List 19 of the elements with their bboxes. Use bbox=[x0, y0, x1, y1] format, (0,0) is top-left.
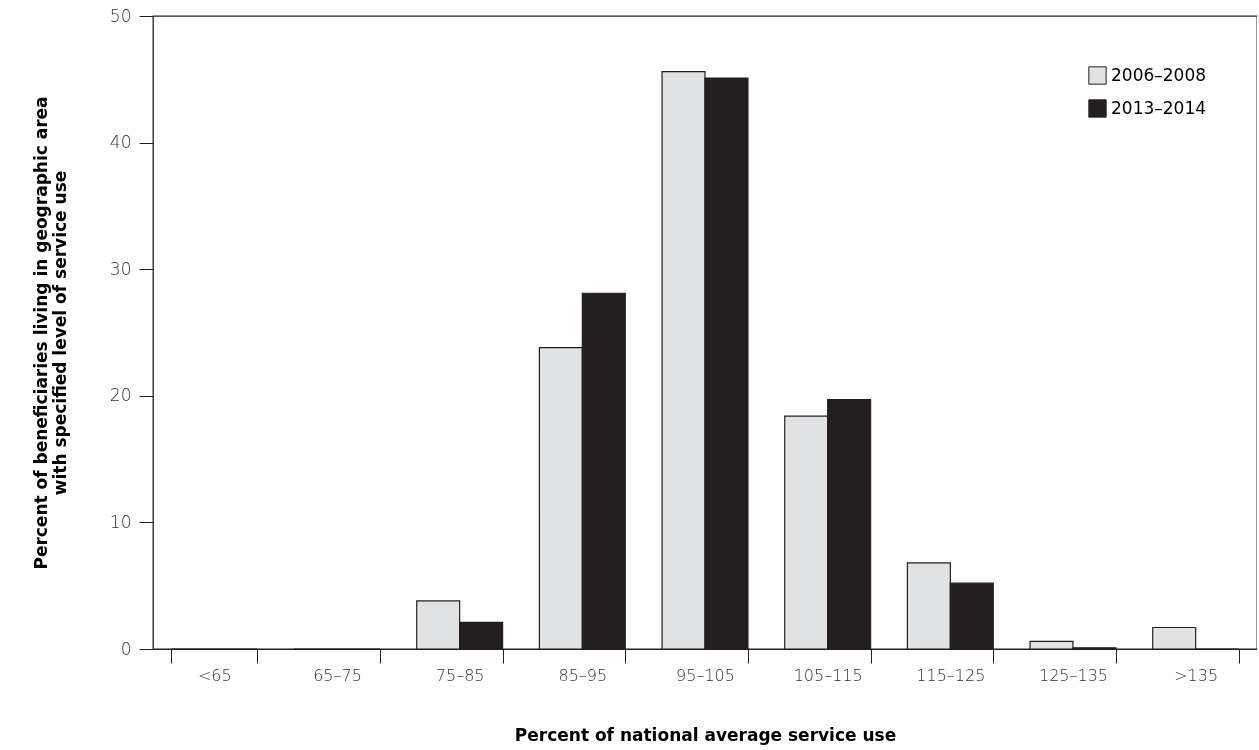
x-tick-label: <65 bbox=[197, 665, 232, 685]
x-tick-label: 75–85 bbox=[435, 665, 485, 685]
y-tick-label: 30 bbox=[109, 258, 132, 279]
legend-label: 2013–2014 bbox=[1111, 97, 1207, 118]
y-tick-label: 40 bbox=[109, 132, 132, 153]
legend-label: 2006–2008 bbox=[1111, 64, 1207, 85]
x-tick-label: >135 bbox=[1174, 665, 1219, 685]
y-tick-label: 20 bbox=[109, 385, 132, 406]
x-tick-label: 85–95 bbox=[558, 665, 608, 685]
y-axis-title: Percent of beneficiaries living in geographic area with specified level of service use bbox=[30, 96, 70, 570]
x-tick-label: 105–115 bbox=[793, 665, 863, 685]
x-axis-title: Percent of national average service use bbox=[514, 724, 897, 745]
x-tick-label: 115–125 bbox=[916, 665, 986, 685]
x-tick-label: 65–75 bbox=[313, 665, 362, 685]
y-tick-label: 0 bbox=[120, 638, 132, 659]
x-tick-label: 95–105 bbox=[676, 665, 735, 685]
y-tick-label: 10 bbox=[109, 511, 132, 532]
y-tick-label: 50 bbox=[109, 5, 132, 26]
x-tick-label: 125–135 bbox=[1038, 665, 1109, 685]
